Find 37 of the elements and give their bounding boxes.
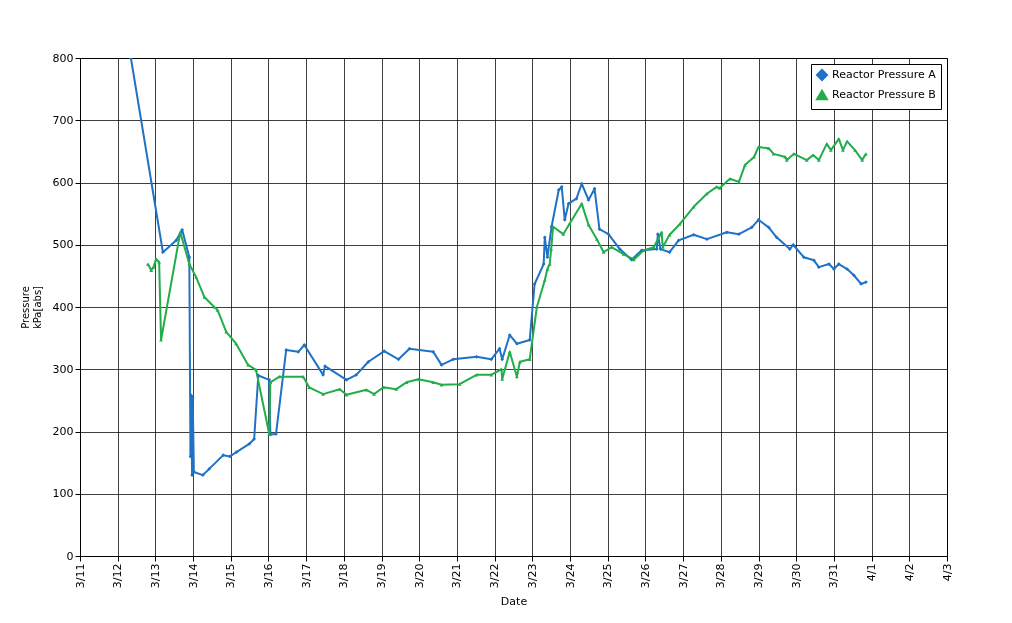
y-axis-title: Pressure kPa[abs] — [19, 285, 43, 329]
x-tick-label: 3/18 — [337, 563, 351, 589]
x-tick-label: 3/29 — [752, 563, 766, 589]
y-tick-label: 700 — [52, 113, 74, 127]
x-tick-label: 3/17 — [299, 563, 313, 589]
y-tick-label: 100 — [52, 487, 74, 501]
x-tick-label: 3/14 — [186, 563, 200, 589]
legend-label: Reactor Pressure A — [832, 68, 937, 81]
x-tick-label: 3/16 — [261, 563, 275, 589]
x-tick-label: 4/2 — [902, 563, 916, 582]
x-tick-label: 3/31 — [827, 563, 841, 589]
x-tick-label: 3/22 — [488, 563, 502, 589]
x-tick-label: 3/11 — [73, 563, 87, 589]
y-tick-label: 300 — [52, 362, 74, 376]
x-tick-label: 3/26 — [638, 563, 652, 589]
x-tick-label: 3/23 — [525, 563, 539, 589]
x-tick-label: 3/12 — [111, 563, 125, 589]
x-tick-label: 3/30 — [789, 563, 803, 589]
x-tick-label: 3/25 — [601, 563, 615, 589]
x-tick-label: 3/15 — [224, 563, 238, 589]
x-tick-label: 3/19 — [375, 563, 389, 589]
y-tick-label: 0 — [66, 549, 74, 563]
y-tick-label: 600 — [52, 176, 74, 189]
y-tick-label: 400 — [52, 300, 74, 314]
x-tick-label: 3/21 — [450, 563, 464, 589]
x-tick-label: 3/13 — [148, 563, 162, 589]
x-tick-label: 3/20 — [412, 563, 426, 589]
x-tick-label: 3/24 — [563, 563, 577, 589]
legend-label: Reactor Pressure B — [832, 88, 936, 101]
y-tick-label: 800 — [52, 51, 74, 65]
y-tick-label: 500 — [52, 238, 74, 252]
x-tick-label: 4/1 — [865, 563, 879, 582]
x-tick-label: 4/3 — [940, 563, 954, 582]
y-tick-label: 200 — [52, 425, 74, 438]
x-tick-label: 3/28 — [714, 563, 728, 589]
x-tick-label: 3/27 — [676, 563, 690, 589]
x-axis-title: Date — [500, 595, 528, 609]
